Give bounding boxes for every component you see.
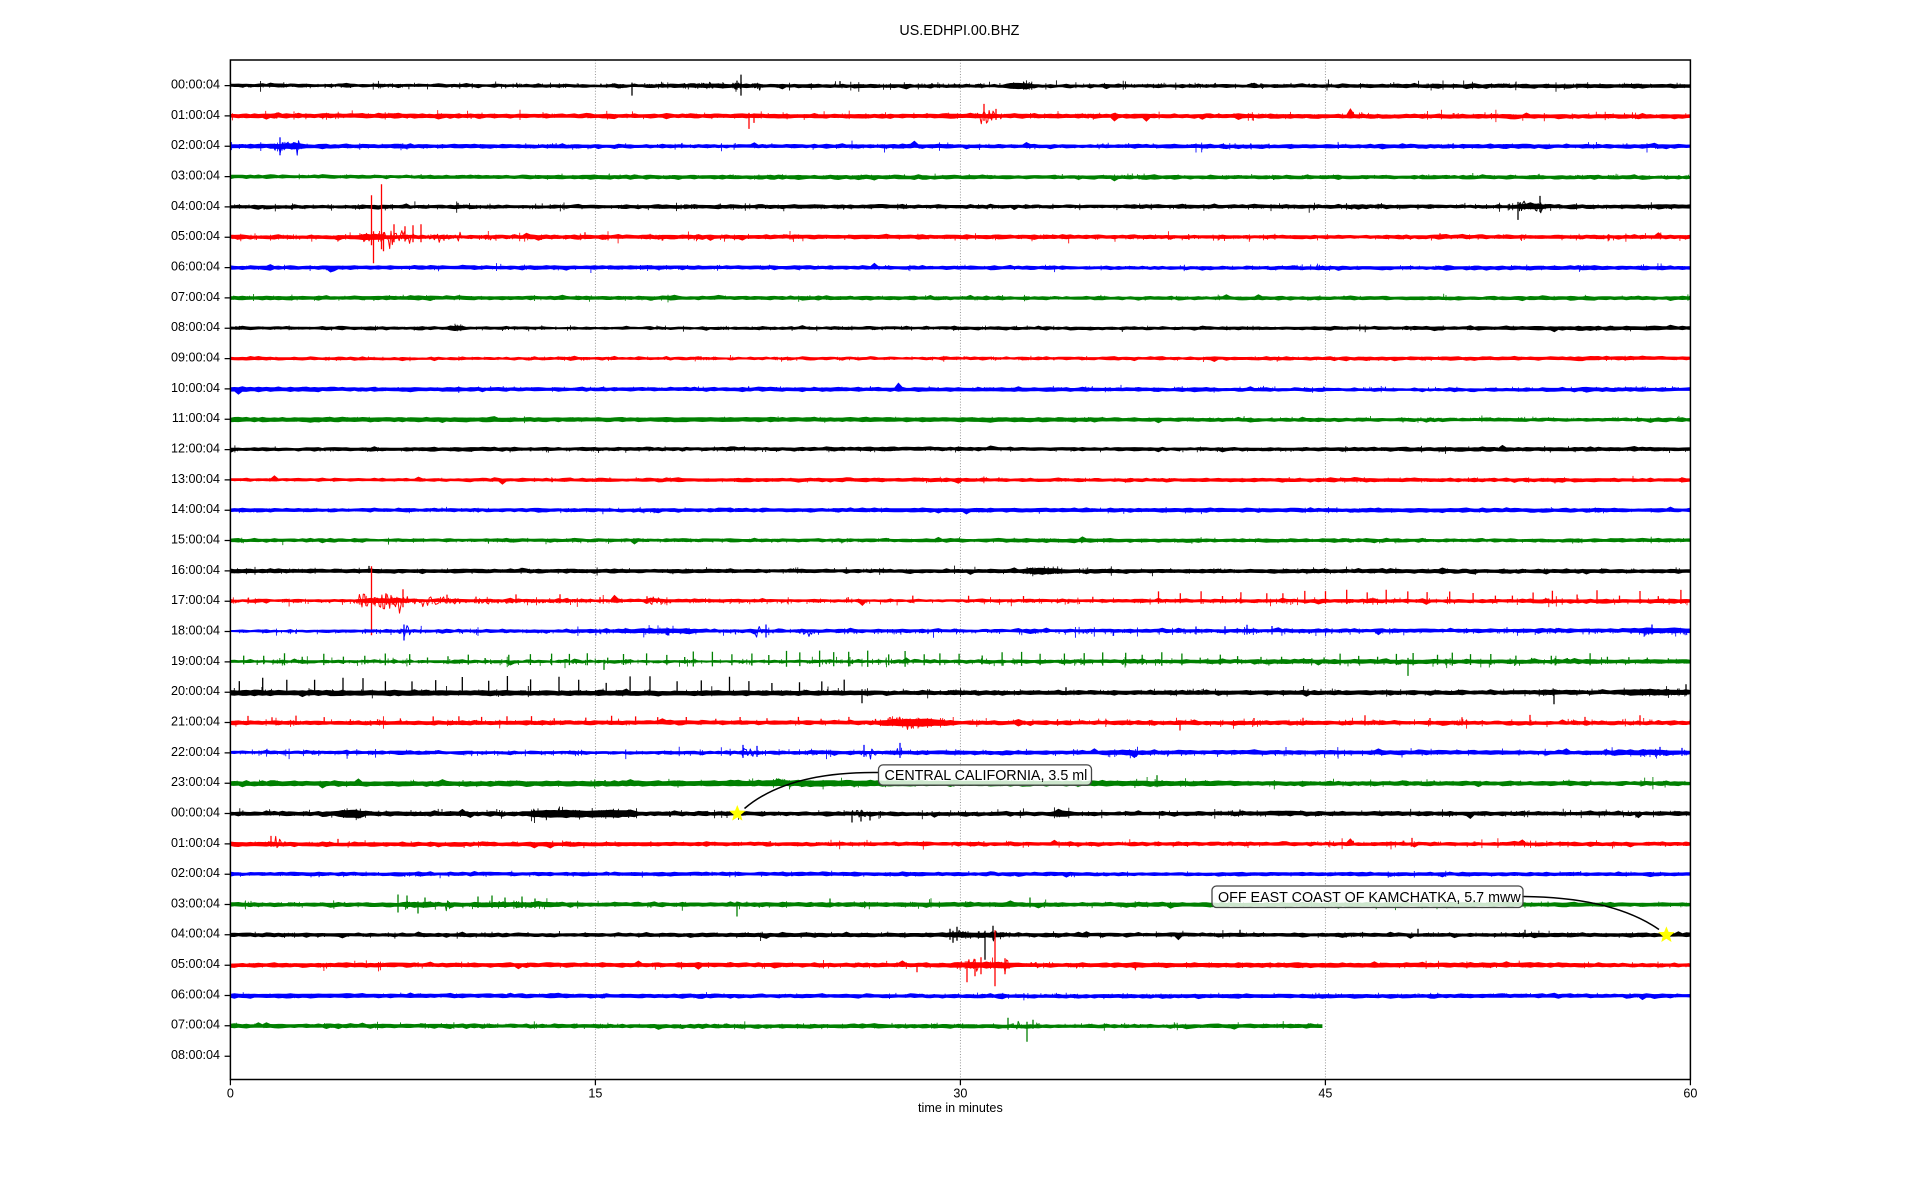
svg-text:07:00:04: 07:00:04 — [171, 1018, 220, 1032]
svg-text:00:00:04: 00:00:04 — [171, 78, 220, 92]
svg-text:OFF EAST COAST OF KAMCHATKA, 5: OFF EAST COAST OF KAMCHATKA, 5.7 mww — [1218, 890, 1521, 906]
svg-text:21:00:04: 21:00:04 — [171, 714, 220, 728]
svg-text:15:00:04: 15:00:04 — [171, 532, 220, 546]
svg-text:12:00:04: 12:00:04 — [171, 442, 220, 456]
svg-text:04:00:04: 04:00:04 — [171, 927, 220, 941]
svg-text:CENTRAL CALIFORNIA, 3.5 ml: CENTRAL CALIFORNIA, 3.5 ml — [885, 768, 1088, 784]
svg-text:05:00:04: 05:00:04 — [171, 957, 220, 971]
svg-text:07:00:04: 07:00:04 — [171, 290, 220, 304]
svg-text:60: 60 — [1683, 1087, 1697, 1101]
svg-text:45: 45 — [1318, 1087, 1332, 1101]
svg-text:06:00:04: 06:00:04 — [171, 987, 220, 1001]
svg-text:06:00:04: 06:00:04 — [171, 260, 220, 274]
svg-text:17:00:04: 17:00:04 — [171, 593, 220, 607]
svg-text:11:00:04: 11:00:04 — [172, 411, 220, 425]
svg-text:0: 0 — [227, 1087, 234, 1101]
svg-text:01:00:04: 01:00:04 — [171, 836, 220, 850]
svg-text:22:00:04: 22:00:04 — [171, 745, 220, 759]
svg-text:10:00:04: 10:00:04 — [171, 381, 220, 395]
svg-text:15: 15 — [588, 1087, 602, 1101]
svg-text:13:00:04: 13:00:04 — [171, 472, 220, 486]
svg-text:05:00:04: 05:00:04 — [171, 229, 220, 243]
svg-text:30: 30 — [953, 1087, 967, 1101]
svg-text:19:00:04: 19:00:04 — [171, 654, 220, 668]
svg-text:02:00:04: 02:00:04 — [171, 866, 220, 880]
svg-text:03:00:04: 03:00:04 — [171, 896, 220, 910]
svg-text:03:00:04: 03:00:04 — [171, 169, 220, 183]
svg-text:US.EDHPI.00.BHZ: US.EDHPI.00.BHZ — [899, 23, 1019, 39]
svg-text:time in minutes: time in minutes — [918, 1101, 1003, 1115]
svg-text:18:00:04: 18:00:04 — [171, 623, 220, 637]
svg-text:04:00:04: 04:00:04 — [171, 199, 220, 213]
svg-text:00:00:04: 00:00:04 — [171, 805, 220, 819]
svg-text:23:00:04: 23:00:04 — [171, 775, 220, 789]
svg-text:20:00:04: 20:00:04 — [171, 684, 220, 698]
svg-text:14:00:04: 14:00:04 — [171, 502, 220, 516]
svg-text:16:00:04: 16:00:04 — [171, 563, 220, 577]
svg-text:01:00:04: 01:00:04 — [171, 108, 220, 122]
svg-text:08:00:04: 08:00:04 — [171, 320, 220, 334]
svg-text:08:00:04: 08:00:04 — [171, 1048, 220, 1062]
svg-text:02:00:04: 02:00:04 — [171, 138, 220, 152]
svg-text:09:00:04: 09:00:04 — [171, 351, 220, 365]
